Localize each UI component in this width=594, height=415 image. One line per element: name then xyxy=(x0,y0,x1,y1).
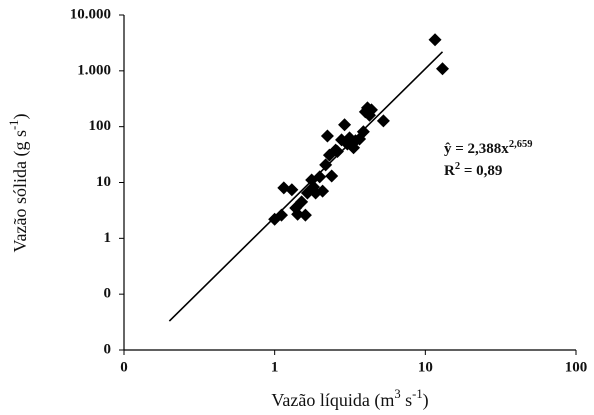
equation: ŷ = 2,388x2,659 xyxy=(444,139,532,158)
data-point xyxy=(313,170,327,184)
y-tick-label: 10.000 xyxy=(70,6,111,22)
data-point xyxy=(330,144,344,158)
y-tick-label: 0 xyxy=(104,341,112,357)
y-tick-label: 1 xyxy=(104,230,112,246)
y-axis-label: Vazão sólida (g s-1) xyxy=(7,114,31,253)
text-part: R xyxy=(444,163,455,179)
text-part: Vazão líquida (m xyxy=(271,390,394,411)
superscript: 2,659 xyxy=(509,139,533,150)
data-point xyxy=(338,118,352,132)
data-point xyxy=(428,33,442,47)
superscript: -1 xyxy=(412,387,423,401)
data-point xyxy=(325,169,339,183)
superscript: 2 xyxy=(455,161,460,172)
data-point xyxy=(274,208,288,222)
r-squared: R2 = 0,89 xyxy=(444,161,502,180)
data-point xyxy=(320,129,334,143)
x-tick-label: 1 xyxy=(271,359,279,375)
y-tick-label: 0 xyxy=(104,286,112,302)
text-part: s xyxy=(401,390,413,410)
data-point xyxy=(316,184,330,198)
data-point xyxy=(291,207,305,221)
text-part: ŷ = 2,388x xyxy=(444,141,509,157)
data-point xyxy=(356,125,370,139)
text-part: ) xyxy=(423,390,429,411)
data-point xyxy=(285,183,299,197)
x-tick-label: 100 xyxy=(565,359,588,375)
x-tick-label: 10 xyxy=(418,359,433,375)
data-point xyxy=(319,158,333,172)
text-part: Vazão sólida (g s xyxy=(10,130,31,252)
superscript: -1 xyxy=(7,120,21,131)
y-tick-label: 10 xyxy=(96,174,111,190)
data-point xyxy=(298,208,312,222)
data-point xyxy=(295,195,309,209)
text-part: ) xyxy=(10,114,31,120)
x-tick-label: 0 xyxy=(120,359,128,375)
x-axis-label: Vazão líquida (m3 s-1) xyxy=(271,387,428,411)
trendline xyxy=(168,51,444,322)
data-point xyxy=(436,62,450,76)
y-tick-label: 1.000 xyxy=(77,62,111,78)
superscript: 3 xyxy=(394,387,400,401)
data-point xyxy=(376,114,390,128)
data-point xyxy=(364,103,378,117)
y-tick-label: 100 xyxy=(89,118,112,134)
text-part: = 0,89 xyxy=(460,163,502,179)
